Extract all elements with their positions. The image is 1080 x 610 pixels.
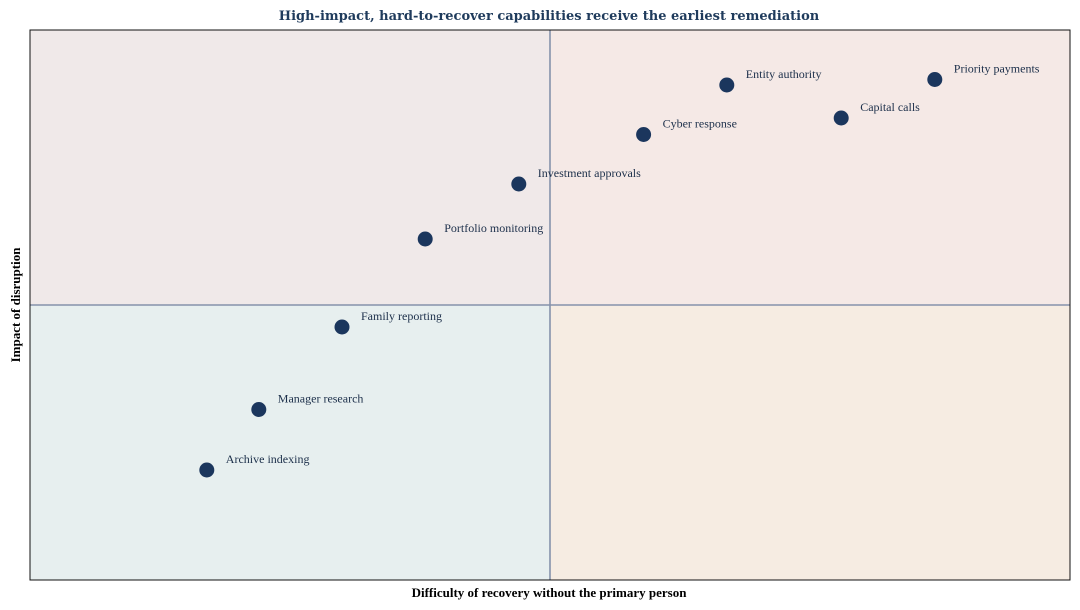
point-marker	[251, 402, 267, 417]
point-marker	[833, 110, 849, 126]
point-marker	[636, 127, 652, 142]
data-point: Cyber response	[636, 117, 737, 142]
point-marker	[719, 77, 735, 93]
point-label: Investment approvals	[538, 166, 641, 180]
data-point: Archive indexing	[199, 452, 309, 478]
data-points: Priority payments Entity authority Capital…	[199, 62, 1040, 478]
x-axis-label: Difficulty of recovery without the prima…	[412, 585, 688, 600]
point-marker	[334, 319, 350, 335]
point-marker	[417, 231, 433, 247]
quadrant-top-right	[550, 30, 1070, 305]
data-point: Priority payments	[927, 62, 1040, 87]
plot-frame	[29, 29, 1071, 581]
data-point: Capital calls	[833, 100, 920, 126]
point-label: Archive indexing	[226, 452, 310, 466]
chart-title: High-impact, hard-to-recover capabilitie…	[279, 9, 820, 24]
point-label: Cyber response	[663, 117, 737, 131]
point-label: Priority payments	[954, 62, 1040, 76]
quadrant-top-left	[30, 30, 550, 305]
point-label: Family reporting	[361, 309, 442, 323]
point-label: Capital calls	[860, 100, 920, 114]
quadrant-bottom-left	[30, 305, 550, 580]
point-label: Entity authority	[746, 67, 822, 81]
y-axis-label: Impact of disruption	[8, 247, 23, 363]
point-label: Manager research	[278, 392, 364, 406]
quadrant-backgrounds	[30, 30, 1070, 580]
point-marker	[927, 72, 943, 87]
quadrant-bottom-right	[550, 305, 1070, 580]
point-label: Portfolio monitoring	[444, 221, 543, 235]
data-point: Portfolio monitoring	[417, 221, 543, 247]
point-marker	[199, 462, 215, 478]
data-point: Entity authority	[719, 67, 821, 93]
data-point: Investment approvals	[511, 166, 641, 192]
data-point: Family reporting	[334, 309, 442, 335]
point-marker	[511, 176, 527, 192]
data-point: Manager research	[251, 392, 364, 417]
